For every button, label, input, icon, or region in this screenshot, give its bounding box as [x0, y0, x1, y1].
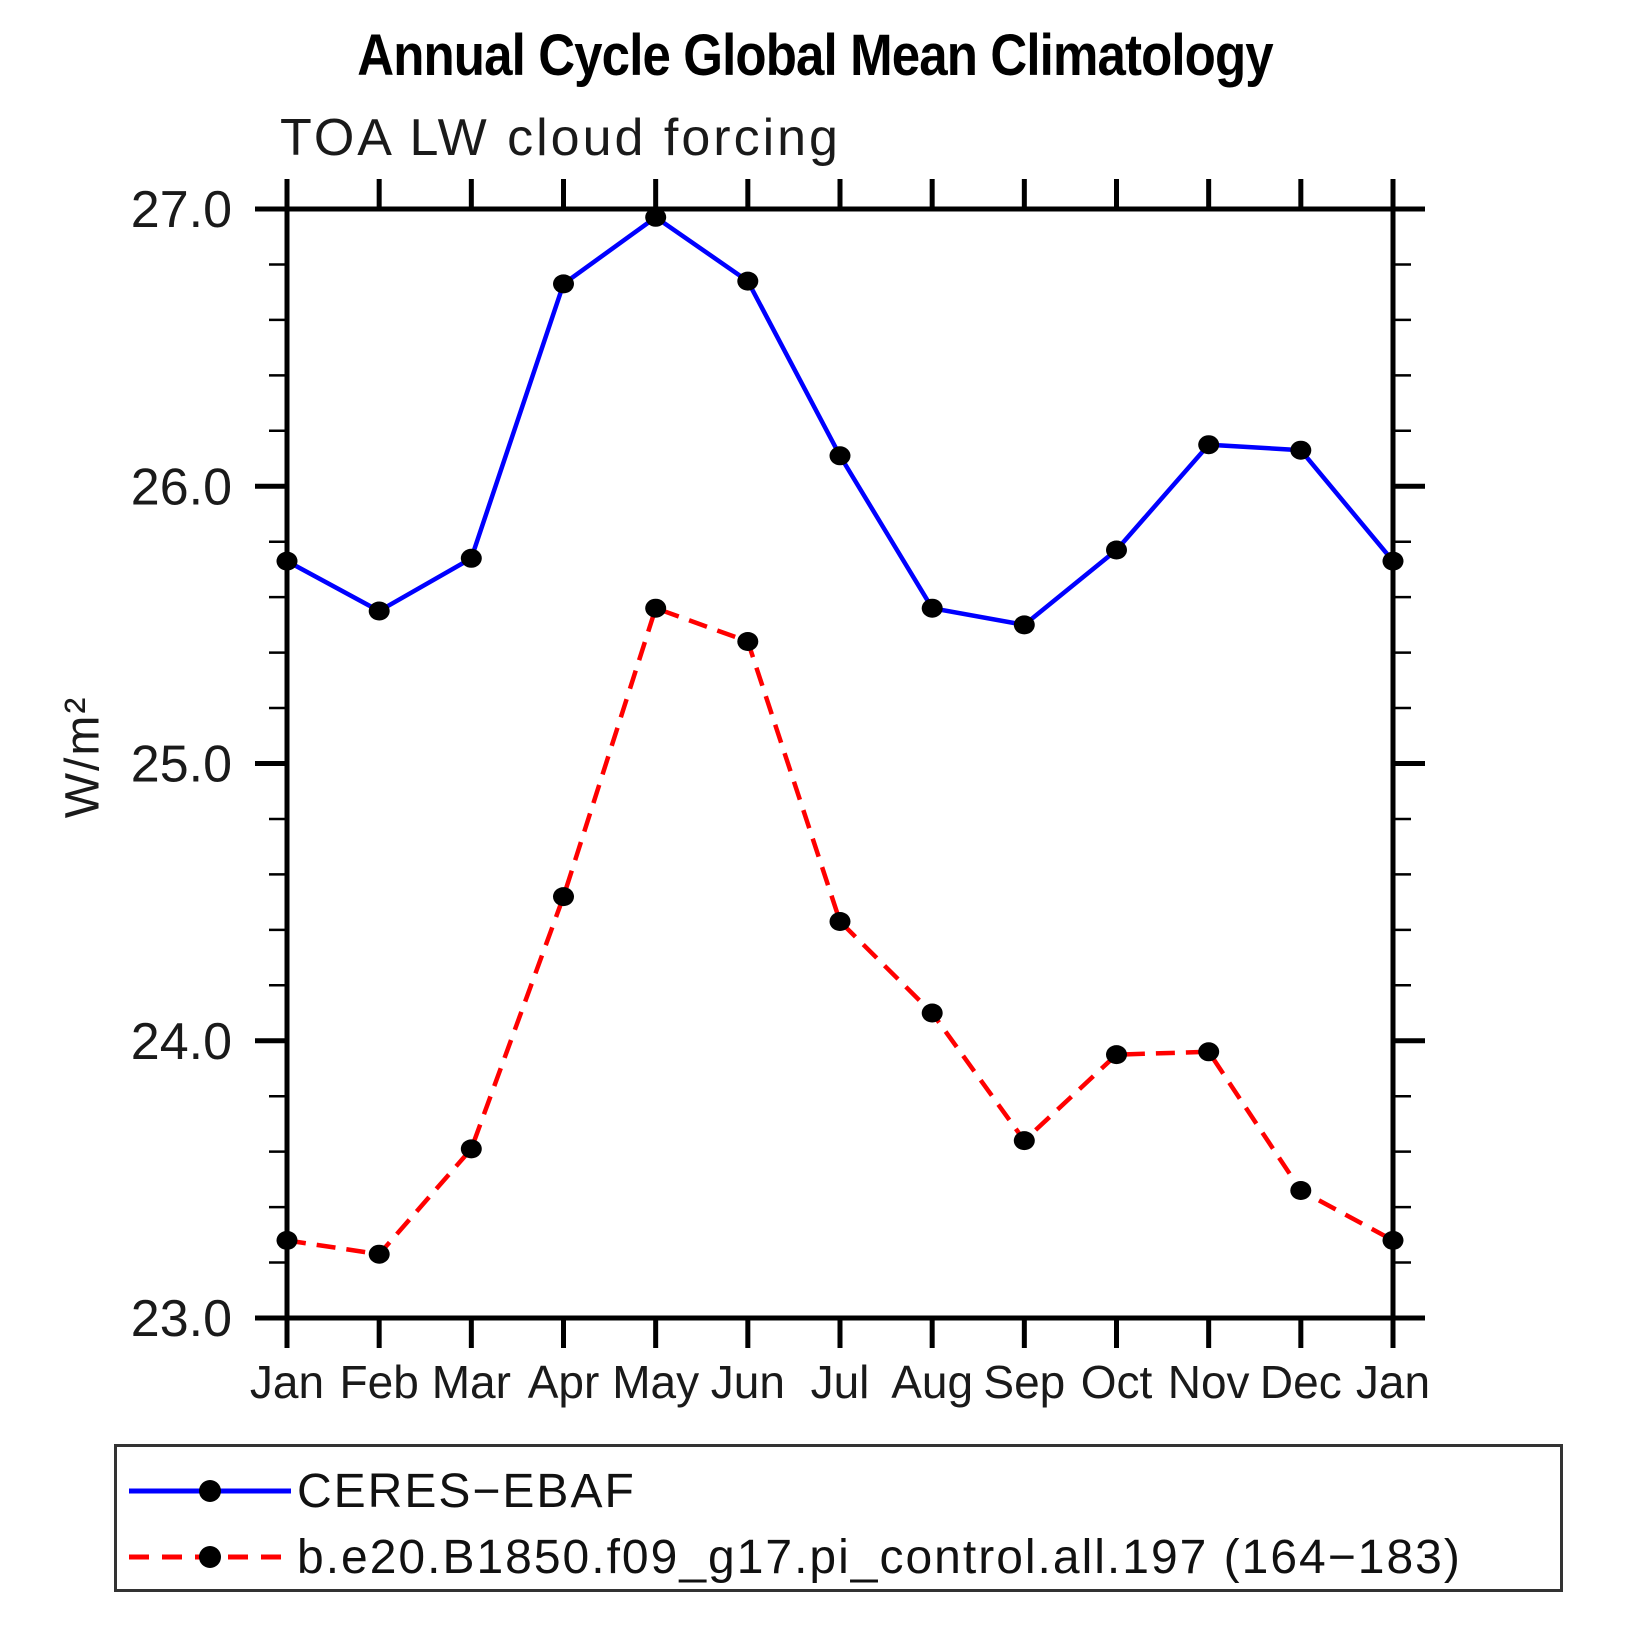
chart-subtitle: TOA LW cloud forcing: [280, 109, 841, 167]
legend-entry-model: b.e20.B1850.f09_g17.pi_control.all.197 (…: [125, 1530, 1462, 1584]
x-tick-label: Aug: [891, 1356, 973, 1408]
data-point: [1198, 435, 1220, 455]
x-tick-label: Mar: [432, 1356, 511, 1408]
data-point: [737, 632, 759, 651]
data-point: [460, 548, 482, 568]
data-point: [1198, 1042, 1220, 1062]
data-point: [1382, 551, 1404, 571]
x-tick-label: Jan: [250, 1356, 324, 1408]
data-point: [1106, 1045, 1127, 1065]
data-point: [276, 551, 298, 571]
data-point: [553, 887, 574, 907]
x-tick-label: Feb: [340, 1356, 419, 1408]
data-point: [921, 1003, 943, 1023]
data-point: [829, 912, 851, 931]
data-point: [645, 207, 667, 227]
x-tick-label: Dec: [1260, 1356, 1342, 1408]
data-point: [368, 601, 390, 621]
data-point: [645, 598, 667, 618]
data-point: [460, 1139, 482, 1159]
x-tick-label: Oct: [1081, 1356, 1153, 1408]
y-tick-label: 24.0: [131, 1013, 232, 1071]
data-point: [1290, 1181, 1312, 1200]
series-line-1: [286, 605, 1395, 1257]
data-point: [1290, 440, 1312, 460]
legend-marker-dot: [199, 1546, 221, 1568]
y-tick-label: 23.0: [131, 1290, 232, 1348]
y-tick-label: 27.0: [131, 181, 232, 239]
legend-label: CERES−EBAF: [297, 1464, 636, 1518]
data-point: [1382, 1230, 1404, 1250]
legend-swatch-dashed-line: [129, 1546, 291, 1568]
data-point: [921, 598, 943, 618]
data-point: [829, 446, 851, 466]
plot-frame: [284, 206, 1396, 1321]
x-tick-label: Jun: [711, 1356, 785, 1408]
x-tick-label: Apr: [528, 1356, 600, 1408]
series-line-0: [285, 214, 1395, 628]
x-tick-label: May: [612, 1356, 699, 1408]
legend-label: b.e20.B1850.f09_g17.pi_control.all.197 (…: [297, 1530, 1462, 1584]
data-point: [737, 271, 759, 291]
legend-marker-dot: [199, 1480, 221, 1502]
y-tick-label: 26.0: [131, 458, 232, 516]
data-point: [1013, 615, 1035, 635]
data-point: [276, 1230, 298, 1250]
x-tick-label: Jul: [811, 1356, 870, 1408]
y-tick-label: 25.0: [131, 736, 232, 794]
legend-box: CERES−EBAF b.e20.B1850.f09_g17.pi_contro…: [114, 1444, 1563, 1592]
data-point: [368, 1244, 390, 1264]
page-title: Annual Cycle Global Mean Climatology: [357, 23, 1273, 88]
x-tick-label: Nov: [1168, 1356, 1250, 1408]
legend-entry-ceres-ebaf: CERES−EBAF: [125, 1464, 636, 1518]
x-tick-label: Jan: [1356, 1356, 1430, 1408]
data-point: [553, 274, 574, 294]
x-tick-label: Sep: [983, 1356, 1065, 1408]
data-point: [1013, 1131, 1035, 1151]
data-point: [1106, 540, 1127, 560]
legend-swatch-solid-line: [129, 1480, 291, 1502]
